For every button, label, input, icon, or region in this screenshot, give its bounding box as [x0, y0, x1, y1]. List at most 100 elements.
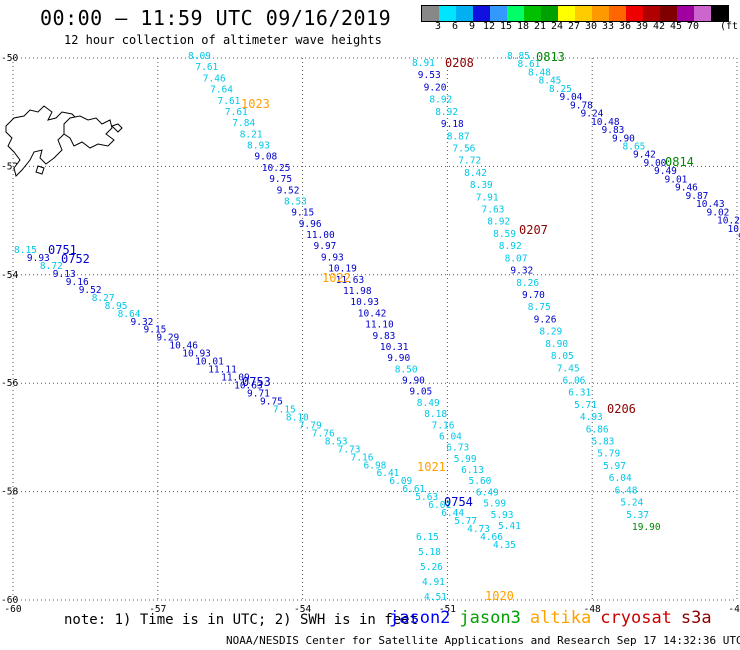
scale-label: 45 [670, 21, 683, 32]
wave-height-value: 5.41 [498, 521, 521, 532]
wave-height-value: 6.06 [563, 376, 586, 387]
wave-height-value: 10.01 [195, 357, 224, 368]
scale-cell [507, 6, 524, 21]
wave-height-value: 9.78 [570, 100, 593, 111]
wave-height-value: 10.19 [328, 264, 357, 275]
wave-height-value: 8.49 [417, 398, 440, 409]
wave-height-value: 9.42 [633, 150, 656, 161]
wave-height-value: 9.93 [27, 253, 50, 264]
wave-height-value: 9.04 [560, 92, 583, 103]
wave-height-value: 8.61 [518, 59, 541, 70]
wave-height-value: 9.97 [314, 241, 337, 252]
scale-label: 30 [585, 21, 598, 32]
legend-item-altika: altika [529, 608, 592, 628]
wave-height-value: 6.41 [377, 468, 400, 479]
scale-label: 33 [602, 21, 615, 32]
wave-height-value: 6.09 [389, 476, 412, 487]
wave-height-value: 8.92 [435, 107, 458, 118]
wave-height-value: 11.11 [208, 365, 237, 376]
scale-cell [694, 6, 711, 21]
lat-tick-label: -60 [1, 595, 18, 606]
map-title: 00:00 – 11:59 UTC 09/16/2019 [40, 6, 392, 30]
legend-item-s3a: s3a [680, 608, 712, 628]
pass-label: 0753 [242, 375, 271, 389]
wave-height-value: 10.46 [169, 341, 198, 352]
scale-unit: (ft) [720, 21, 740, 32]
wave-height-value: 8.26 [516, 278, 539, 289]
wave-height-value: 7.72 [458, 156, 481, 167]
wave-height-value: 8.29 [539, 327, 562, 338]
wave-height-value: 7.84 [232, 118, 255, 129]
wave-height-value: 10.25 [262, 163, 291, 174]
pass-label: 0814 [665, 155, 694, 169]
color-scale-bar [421, 5, 729, 22]
scale-cell [643, 6, 660, 21]
wave-height-value: 4.35 [493, 540, 516, 551]
falkland-islands-outline [5, 105, 123, 177]
wave-height-value: 8.93 [247, 141, 270, 152]
scale-cell [490, 6, 507, 21]
wave-height-value: 9.52 [277, 185, 300, 196]
wave-height-value: 7.64 [210, 85, 233, 96]
wave-height-value: 5.60 [469, 476, 492, 487]
pass-label: 0754 [444, 495, 473, 509]
lat-tick-label: -58 [1, 487, 18, 498]
wave-height-value: 8.53 [284, 197, 307, 208]
wave-height-value: 8.05 [551, 351, 574, 362]
scale-cell [456, 6, 473, 21]
wave-height-value: 9.01 [665, 174, 688, 185]
wave-height-value: 8.09 [188, 51, 211, 62]
scale-cell [541, 6, 558, 21]
wave-height-value: 9.90 [612, 133, 635, 144]
wave-height-value: 10.42 [358, 308, 387, 319]
wave-height-value: 8.90 [545, 339, 568, 350]
scale-cell [677, 6, 694, 21]
wave-height-value: 9.00 [644, 158, 667, 169]
wave-height-value: 9.18 [441, 119, 464, 130]
scale-label: 39 [636, 21, 649, 32]
wave-height-value: 9.83 [373, 331, 396, 342]
wave-height-value: 9.1 [738, 232, 740, 243]
wave-height-value: 9.90 [387, 353, 410, 364]
wave-height-value: 9.90 [402, 376, 425, 387]
wave-height-value: 8.92 [487, 217, 510, 228]
wave-height-value: 7.73 [338, 444, 361, 455]
wave-height-value: 9.05 [409, 387, 432, 398]
legend-item-jason3: jason3 [459, 608, 521, 628]
wave-height-value: 4.51 [424, 592, 447, 603]
wave-height-value: 5.71 [574, 400, 597, 411]
footer-note: note: 1) Time is in UTC; 2) SWH is in fe… [64, 612, 419, 628]
pass-label: 1022 [322, 271, 351, 285]
wave-height-value: 7.63 [482, 205, 505, 216]
satellite-legend: jason2 jason3 altika cryosat s3a [389, 608, 721, 628]
wave-height-value: 9.70 [522, 290, 545, 301]
wave-height-value: 8.53 [325, 436, 348, 447]
wave-height-value: 9.15 [291, 208, 314, 219]
wave-height-value: 8.39 [470, 180, 493, 191]
wave-height-value: 9.13 [53, 269, 76, 280]
wave-height-value: 8.42 [464, 168, 487, 179]
wave-height-value: 7.46 [203, 73, 226, 84]
wave-height-value: 4.66 [480, 532, 503, 543]
scale-cell [711, 6, 728, 21]
wave-height-value: 8.18 [424, 409, 447, 420]
wave-height-value: 7.79 [299, 420, 322, 431]
legend-item-jason2: jason2 [389, 608, 451, 628]
scale-label: 12 [483, 21, 496, 32]
wave-height-value: 9.96 [299, 219, 322, 230]
credit-line: NOAA/NESDIS Center for Satellite Applica… [226, 634, 740, 647]
wave-height-value: 6.13 [461, 465, 484, 476]
wave-height-value: 9.83 [602, 125, 625, 136]
wave-height-value: 11.63 [336, 275, 365, 286]
wave-height-value: 8.75 [528, 302, 551, 313]
wave-height-value: 7.91 [476, 192, 499, 203]
wave-height-value: 8.45 [539, 76, 562, 87]
wave-height-value: 8.95 [105, 301, 128, 312]
wave-height-value: 6.73 [446, 443, 469, 454]
scale-cell [558, 6, 575, 21]
wave-height-value: 10.63 [234, 381, 263, 392]
wave-height-value: 5.37 [626, 510, 649, 521]
wave-height-value: 9.49 [654, 166, 677, 177]
